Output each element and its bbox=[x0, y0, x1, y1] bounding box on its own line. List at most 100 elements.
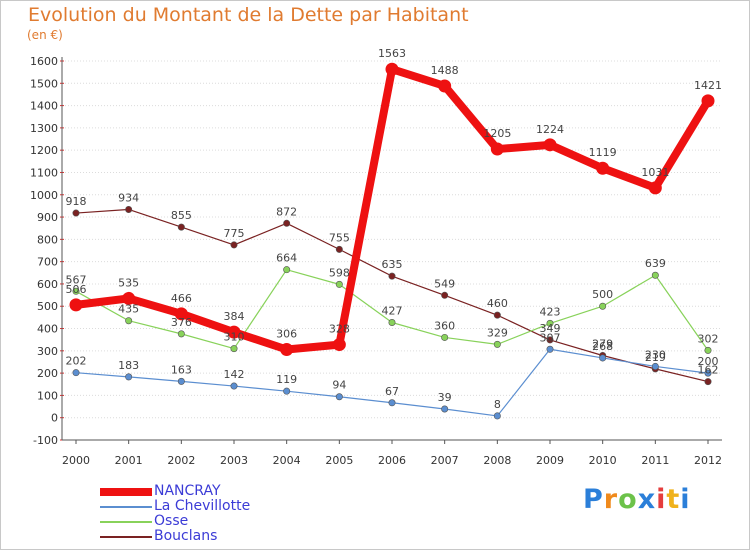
data-point bbox=[230, 345, 238, 353]
data-point bbox=[599, 354, 607, 362]
data-point bbox=[72, 209, 80, 217]
data-point bbox=[174, 307, 188, 321]
x-tick-label: 2009 bbox=[536, 454, 564, 467]
x-tick-label: 2000 bbox=[62, 454, 90, 467]
legend-label-osse: Osse bbox=[154, 513, 189, 529]
data-point bbox=[704, 346, 712, 354]
legend-item-la-chevillotte: La Chevillotte bbox=[100, 499, 250, 514]
legend: NANCRAY La Chevillotte Osse Bouclans bbox=[100, 484, 250, 544]
data-label: 506 bbox=[66, 283, 87, 296]
x-tick-label: 2002 bbox=[167, 454, 195, 467]
data-point bbox=[177, 377, 185, 385]
data-point bbox=[441, 291, 449, 299]
data-label: 67 bbox=[385, 385, 399, 398]
logo-letter: i bbox=[656, 484, 667, 515]
data-point bbox=[493, 412, 501, 420]
y-tick-label: 1500 bbox=[30, 77, 58, 90]
data-label: 1119 bbox=[589, 146, 617, 159]
data-label: 872 bbox=[276, 205, 297, 218]
data-label: 94 bbox=[332, 379, 346, 392]
data-point bbox=[388, 319, 396, 327]
legend-label-la-chevillotte: La Chevillotte bbox=[154, 498, 251, 514]
data-label: 423 bbox=[540, 305, 561, 318]
data-label: 302 bbox=[698, 332, 719, 345]
data-label: 200 bbox=[698, 355, 719, 368]
data-point bbox=[72, 287, 80, 295]
data-label: 329 bbox=[487, 326, 508, 339]
x-tick-label: 2004 bbox=[273, 454, 301, 467]
data-label: 202 bbox=[66, 355, 87, 368]
data-label: 163 bbox=[171, 363, 192, 376]
data-label: 219 bbox=[645, 351, 666, 364]
data-point bbox=[283, 219, 291, 227]
data-point bbox=[335, 280, 343, 288]
data-label: 230 bbox=[645, 348, 666, 361]
data-point bbox=[438, 79, 452, 93]
data-point bbox=[385, 62, 399, 76]
legend-swatch-nancray bbox=[100, 487, 152, 496]
data-label: 328 bbox=[329, 323, 350, 336]
x-tick-label: 2005 bbox=[325, 454, 353, 467]
legend-swatch-osse bbox=[100, 520, 152, 523]
x-tick-label: 2003 bbox=[220, 454, 248, 467]
logo-letter: o bbox=[618, 484, 638, 515]
data-point bbox=[546, 319, 554, 327]
data-point bbox=[72, 369, 80, 377]
y-tick-label: 900 bbox=[37, 211, 58, 224]
data-label: 567 bbox=[66, 273, 87, 286]
data-label: 500 bbox=[592, 288, 613, 301]
y-tick-label: 1100 bbox=[30, 166, 58, 179]
y-tick-label: 0 bbox=[51, 412, 58, 425]
data-label: 39 bbox=[438, 391, 452, 404]
data-point bbox=[490, 142, 504, 156]
data-label: 268 bbox=[592, 340, 613, 353]
data-label: 855 bbox=[171, 209, 192, 222]
y-tick-label: 1300 bbox=[30, 122, 58, 135]
y-tick-label: 1400 bbox=[30, 100, 58, 113]
legend-label-bouclans: Bouclans bbox=[154, 528, 218, 544]
data-point bbox=[704, 378, 712, 386]
x-tick-label: 2001 bbox=[115, 454, 143, 467]
data-point bbox=[704, 369, 712, 377]
logo-letter: t bbox=[666, 484, 681, 515]
y-tick-label: 300 bbox=[37, 345, 58, 358]
data-label: 310 bbox=[224, 331, 245, 344]
y-tick-label: 200 bbox=[37, 367, 58, 380]
data-point bbox=[546, 336, 554, 344]
legend-item-bouclans: Bouclans bbox=[100, 529, 250, 544]
logo-letter: x bbox=[637, 484, 657, 515]
legend-item-osse: Osse bbox=[100, 514, 250, 529]
data-label: 376 bbox=[171, 316, 192, 329]
data-label: 307 bbox=[540, 331, 561, 344]
x-tick-label: 2012 bbox=[694, 454, 722, 467]
data-label: 639 bbox=[645, 257, 666, 270]
data-point bbox=[596, 161, 610, 175]
x-tick-label: 2007 bbox=[431, 454, 459, 467]
legend-swatch-bouclans bbox=[100, 535, 152, 538]
data-point bbox=[227, 325, 241, 339]
data-label: 349 bbox=[540, 322, 561, 335]
data-point bbox=[69, 298, 83, 312]
legend-item-nancray: NANCRAY bbox=[100, 484, 250, 499]
data-point bbox=[388, 272, 396, 280]
data-label: 635 bbox=[382, 258, 403, 271]
data-label: 1563 bbox=[378, 47, 406, 60]
data-point bbox=[651, 362, 659, 370]
y-tick-label: -100 bbox=[33, 434, 58, 447]
y-tick-label: 700 bbox=[37, 256, 58, 269]
y-tick-label: 1200 bbox=[30, 144, 58, 157]
data-label: 1421 bbox=[694, 79, 722, 92]
data-point bbox=[283, 266, 291, 274]
y-tick-label: 600 bbox=[37, 278, 58, 291]
logo-letter: i bbox=[680, 484, 691, 515]
x-tick-label: 2011 bbox=[641, 454, 669, 467]
data-point bbox=[651, 271, 659, 279]
data-point bbox=[441, 333, 449, 341]
data-label: 384 bbox=[224, 310, 245, 323]
y-tick-label: 1600 bbox=[30, 55, 58, 68]
x-tick-label: 2006 bbox=[378, 454, 406, 467]
data-point bbox=[283, 387, 291, 395]
chart-subtitle: (en €) bbox=[27, 28, 63, 42]
